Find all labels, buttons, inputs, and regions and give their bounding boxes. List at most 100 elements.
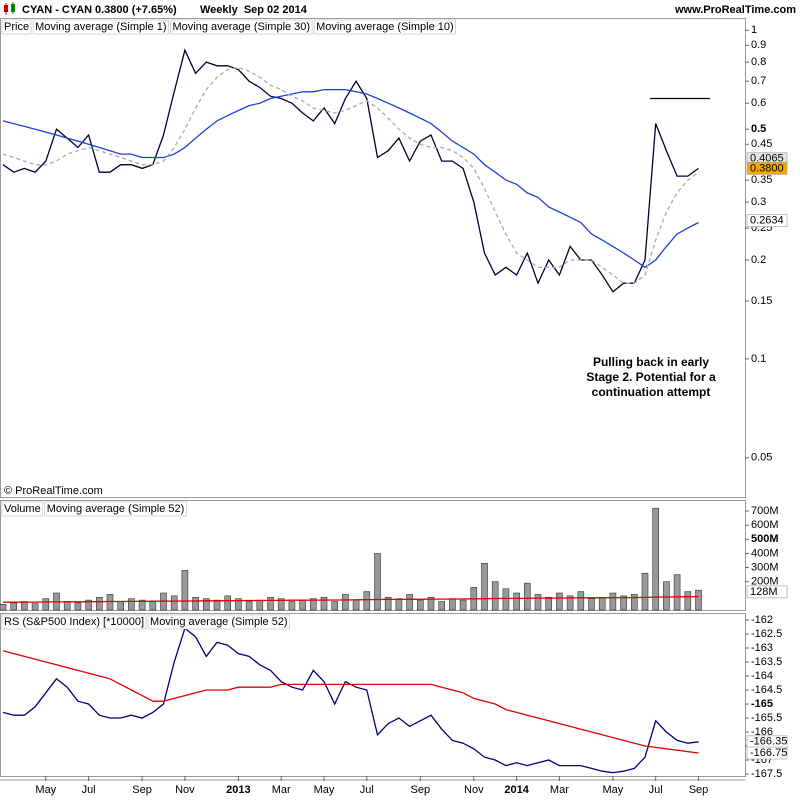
y-tick-label: 0.3 [751,196,766,208]
y-tick-label: 0.9 [751,39,766,51]
volume-bar [438,601,446,611]
x-tick-label: Sep [132,784,152,796]
annotation: Pulling back in early Stage 2. Potential… [586,355,716,399]
volume-bar [288,601,296,611]
site: www.ProRealTime.com [674,4,796,16]
y-tick-label: -167.5 [751,768,782,780]
y-tick-label: 0.2 [751,254,766,266]
legend-box [1,614,147,630]
volume-bar [673,574,681,611]
panel-frame [0,500,746,611]
y-tick-label: 0.8 [751,56,766,68]
volume-bar [320,596,328,611]
volume-bar [192,596,199,611]
y-tick-label: 300M [751,561,779,573]
volume-bar [374,553,381,611]
price-tag-label: 0.4065 [750,153,784,165]
series-line [2,88,699,269]
x-tick-label: Mar [550,784,569,796]
y-tick-label: -162 [751,614,773,626]
y-tick-label: -162.5 [751,628,782,640]
volume-bar [10,602,17,611]
volume-bar [256,599,264,611]
y-tick-label: -163.5 [751,656,782,668]
legend-box [1,501,44,517]
volume-bar [331,601,339,611]
price-tag [746,214,788,227]
volume-bar [523,582,531,611]
x-tick-label: Jul [82,784,96,796]
volume-bar [491,581,499,611]
volume-bar [213,599,221,611]
price-tag-label: -166.35 [750,736,787,748]
x-tick-label: Jul [360,784,374,796]
legend-box [1,19,32,35]
volume-bar [566,595,574,611]
y-tick-label: -164 [751,670,773,682]
volume-bar [363,591,371,611]
legend-box [313,19,456,35]
y-tick-label: 0.15 [751,295,772,307]
x-tick-label: May [603,784,624,796]
volume-bar [459,599,467,611]
x-tick-label: Sep [689,784,709,796]
x-tick-label: Sep [411,784,431,796]
x-tick-label: 2013 [226,784,250,796]
y-tick-label: 0.6 [751,97,766,109]
volume-bar [449,598,456,611]
volume-bar [481,563,488,611]
panel-frame [0,18,746,498]
volume-bar [342,594,349,611]
price-tag-label: 0.2634 [750,215,784,227]
legend-entry: RS (S&P500 Index) [*10000] [4,616,144,628]
symbol: CYAN - CYAN [22,4,92,16]
price-tag [746,746,788,760]
panel-label: Volume [4,503,41,515]
volume-bar [395,598,403,611]
price-tag-label: 128M [750,586,778,598]
series-line [2,48,699,293]
legend-box [44,501,187,517]
volume-bar [31,603,39,611]
y-tick-label: 500M [751,533,779,545]
y-tick-label: 400M [751,547,779,559]
series-line [2,66,699,284]
volume-bar [149,601,157,611]
series-line [2,650,699,754]
volume-bar [117,601,124,611]
volume-bar [502,588,510,611]
y-tick-label: -164.5 [751,684,782,696]
y-tick-label: 200M [751,576,779,588]
volume-bar [695,589,702,611]
volume-bar [427,596,435,611]
volume-bar [684,591,692,611]
legend-box [170,19,313,35]
volume-bar [598,596,606,611]
x-tick-label: Mar [272,784,291,796]
volume-bar [267,596,274,611]
y-tick-label: -165 [751,698,773,710]
y-tick-label: 0.45 [751,138,772,150]
volume-bar [85,599,92,611]
volume-bar [181,570,189,611]
volume-bar [21,601,28,611]
legend-entry: Moving average (Simple 1) [35,21,166,33]
x-tick-label: 2014 [504,784,529,796]
period: Weekly Sep 02 2014 [200,4,308,16]
volume-bar [299,599,306,611]
volume-bar [245,601,253,611]
volume-bar [63,601,71,611]
y-tick-label: -163 [751,642,773,654]
y-tick-label: 0.05 [751,452,772,464]
x-tick-label: May [314,784,335,796]
price-tag-label: 0.3800 [750,162,784,174]
legend-entry: Moving average (Simple 52) [150,616,288,628]
logo-icon [4,2,15,15]
volume-bar [0,604,7,611]
panel-label: Price [4,21,29,33]
y-tick-label: -165.5 [751,712,782,724]
volume-bar [309,598,317,611]
